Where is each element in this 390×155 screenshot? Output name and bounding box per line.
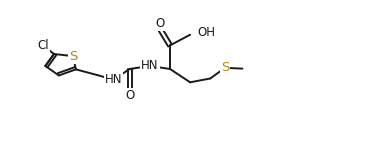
Text: HN: HN [141,59,159,72]
Text: O: O [156,17,165,30]
Text: OH: OH [197,26,215,39]
Text: S: S [221,61,229,74]
Text: S: S [69,50,77,63]
Text: O: O [125,89,134,102]
Text: HN: HN [105,73,122,86]
Text: Cl: Cl [37,39,49,52]
